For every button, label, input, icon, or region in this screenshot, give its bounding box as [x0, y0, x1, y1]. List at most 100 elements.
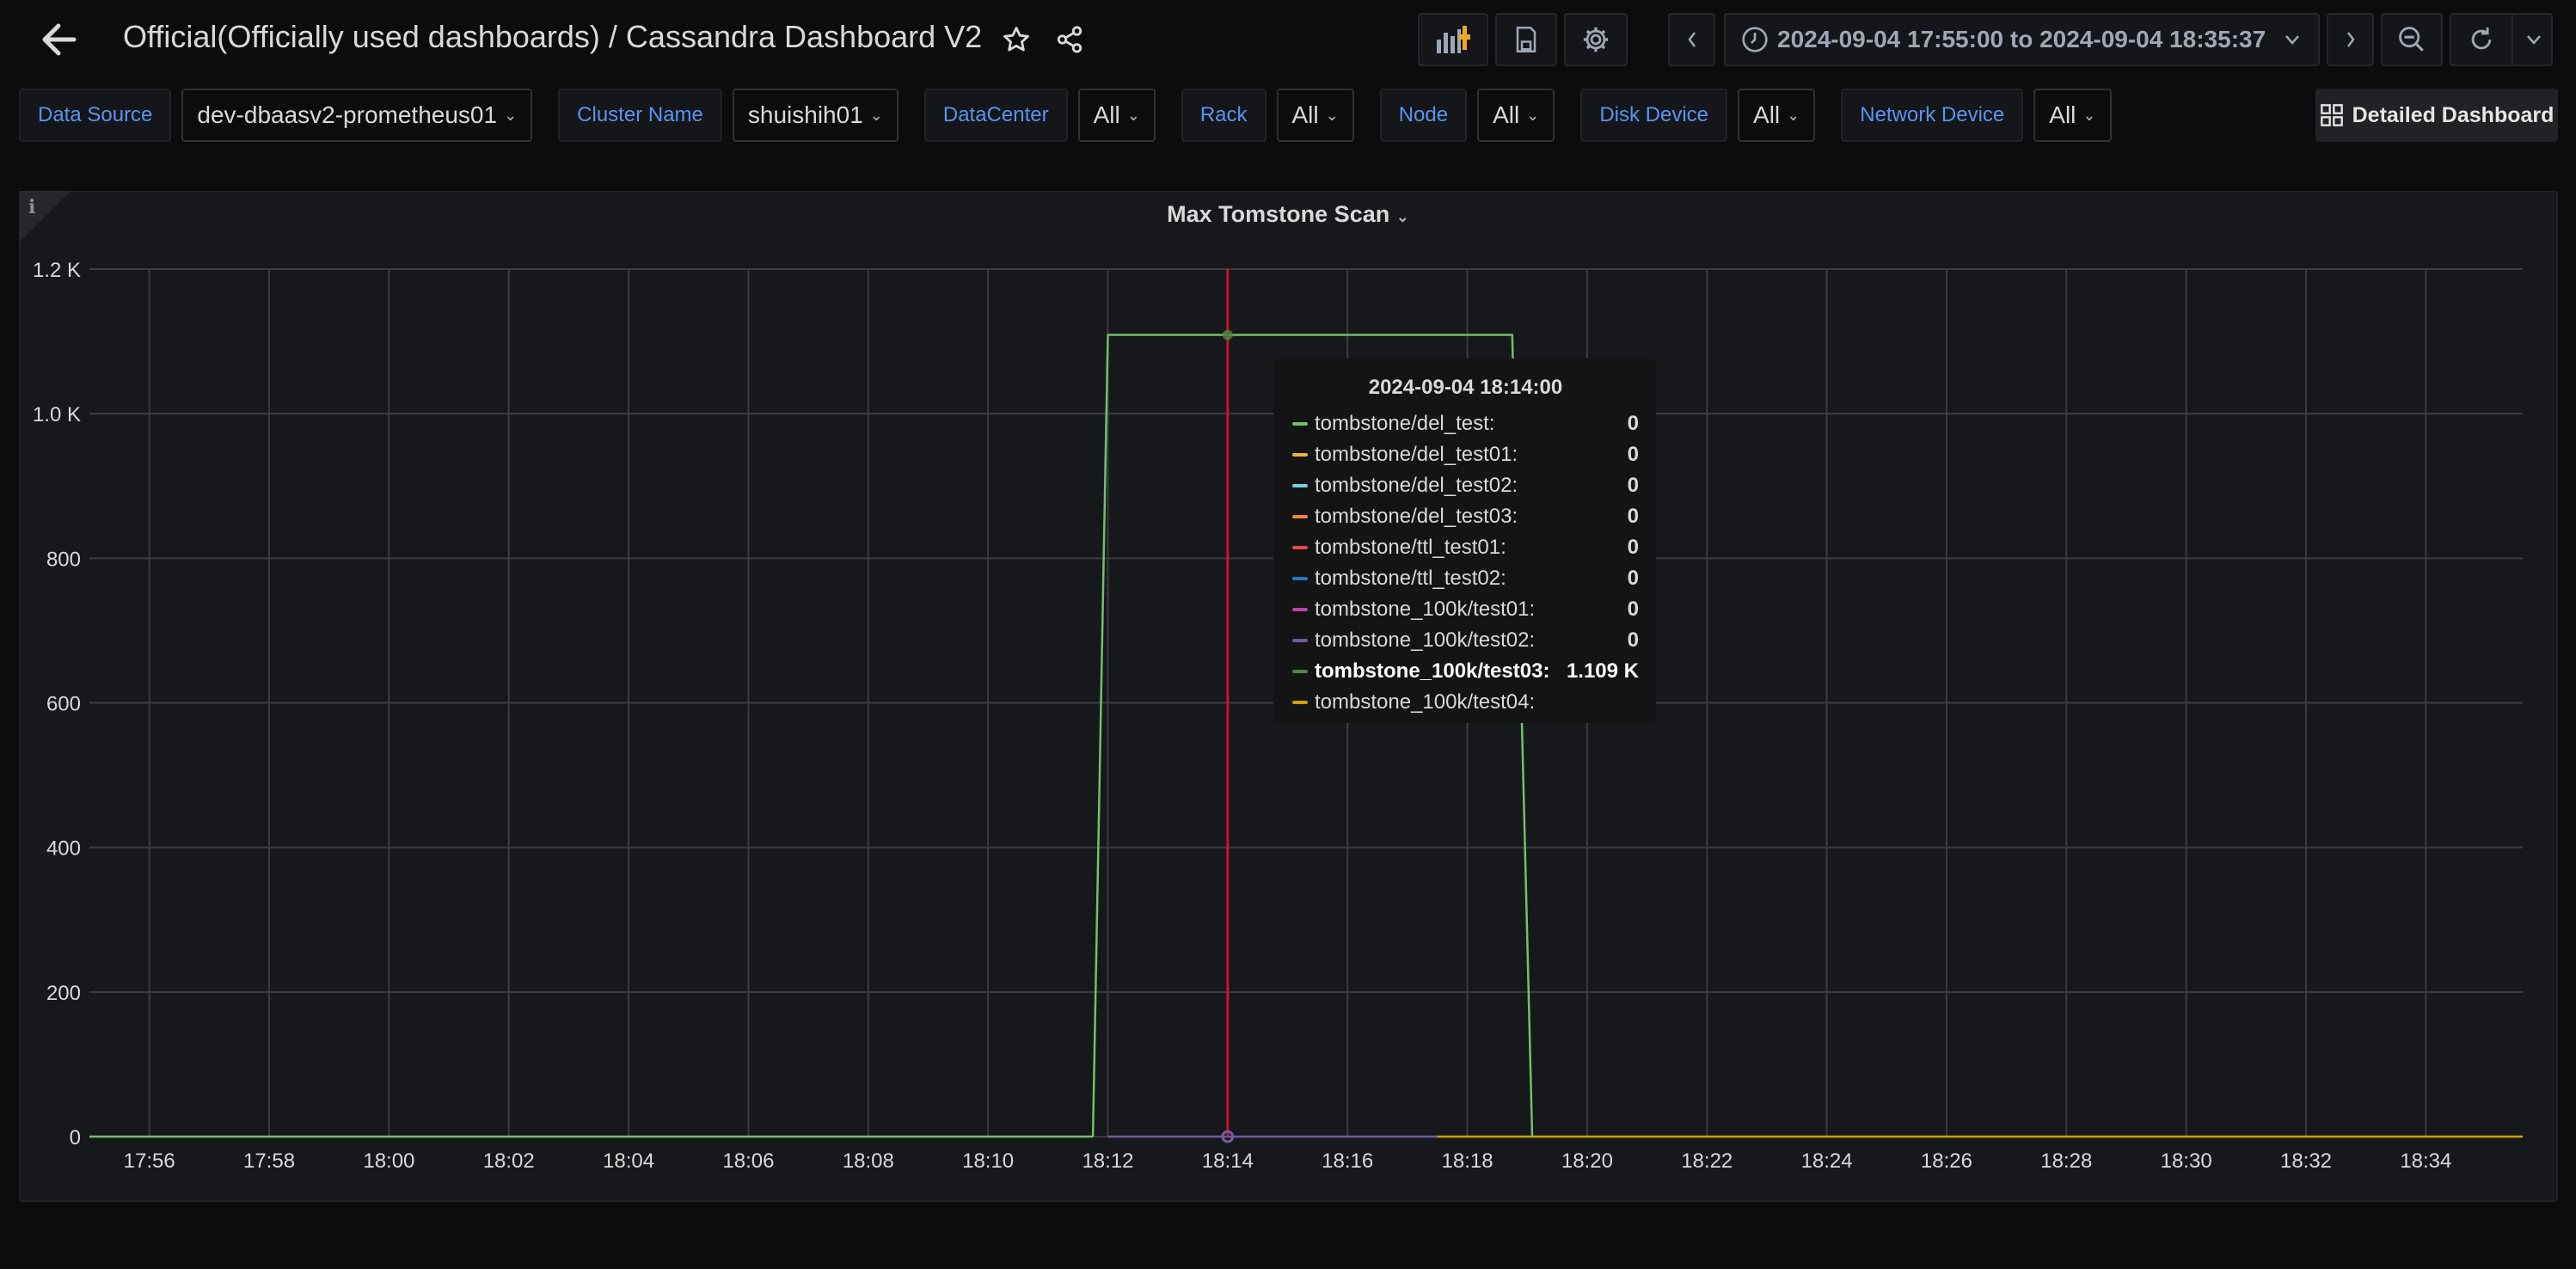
- time-back-button[interactable]: [1668, 13, 1715, 66]
- filter-select-node[interactable]: All ⌄: [1477, 89, 1555, 142]
- series-value: 1.109 K: [1566, 659, 1639, 683]
- y-tick-label: 800: [46, 548, 81, 571]
- x-tick-label: 18:24: [1801, 1149, 1853, 1173]
- tooltip-row: tombstone/del_test01: 0: [1292, 439, 1639, 470]
- star-icon: [1003, 27, 1029, 52]
- graph-tooltip: 2024-09-04 18:14:00 tombstone/del_test: …: [1273, 359, 1656, 723]
- filter-value: All: [1291, 101, 1319, 128]
- y-tick-label: 0: [70, 1126, 81, 1149]
- series-value: 0: [1627, 443, 1639, 466]
- chevron-right-icon: [2346, 32, 2355, 47]
- share-button[interactable]: [1051, 21, 1089, 58]
- series-color-swatch: [1292, 515, 1308, 518]
- panel-info-corner[interactable]: [19, 191, 71, 242]
- chevron-down-icon: ⌄: [869, 106, 883, 124]
- series-value: 0: [1627, 567, 1639, 590]
- hover-point: [1221, 1130, 1235, 1143]
- gear-icon: [1583, 27, 1609, 52]
- series-name: tombstone/del_test03:: [1315, 505, 1518, 528]
- time-range-picker[interactable]: 2024-09-04 17:55:00 to 2024-09-04 18:35:…: [1724, 13, 2320, 66]
- zoom-out-button[interactable]: [2381, 13, 2443, 66]
- filter-label-node: Node: [1379, 89, 1468, 142]
- x-tick-label: 17:58: [243, 1149, 295, 1173]
- star-button[interactable]: [997, 21, 1035, 58]
- time-range-text: 2024-09-04 17:55:00 to 2024-09-04 18:35:…: [1777, 26, 2266, 52]
- series-color-swatch: [1292, 670, 1308, 673]
- add-panel-button[interactable]: [1418, 13, 1488, 66]
- refresh-interval-chevron-icon[interactable]: [2525, 34, 2542, 46]
- save-icon: [1516, 27, 1536, 52]
- series-color-swatch: [1292, 422, 1308, 426]
- settings-button[interactable]: [1564, 13, 1628, 66]
- info-icon[interactable]: i: [28, 196, 36, 218]
- y-tick-label: 400: [46, 837, 81, 861]
- filter-select-disk-device[interactable]: All ⌄: [1738, 89, 1816, 142]
- tooltip-row: tombstone_100k/test03: 1.109 K: [1292, 656, 1639, 687]
- y-tick-label: 1.2 K: [33, 259, 81, 282]
- x-tick-label: 18:14: [1202, 1149, 1254, 1173]
- chevron-left-icon: [1687, 32, 1696, 47]
- x-tick-label: 18:06: [722, 1149, 774, 1173]
- tooltip-row: tombstone/del_test: 0: [1292, 408, 1639, 439]
- x-tick-label: 18:20: [1561, 1149, 1613, 1173]
- filter-select-network-device[interactable]: All ⌄: [2033, 89, 2112, 142]
- dashboard-title[interactable]: Official(Officially used dashboards) / C…: [123, 19, 983, 54]
- series-name: tombstone_100k/test01:: [1315, 598, 1536, 621]
- series-value: 0: [1627, 412, 1639, 435]
- series-color-swatch: [1292, 453, 1308, 457]
- zoom-out-icon: [2399, 27, 2424, 52]
- x-tick-label: 18:18: [1442, 1149, 1493, 1173]
- series-line: [1091, 334, 1534, 1137]
- filter-label-network-device: Network Device: [1841, 89, 2024, 142]
- x-tick-label: 18:12: [1082, 1149, 1133, 1173]
- refresh-button[interactable]: [2450, 13, 2553, 66]
- filter-select-data-source[interactable]: dev-dbaasv2-prometheus01 ⌄: [181, 89, 533, 142]
- x-tick-label: 18:16: [1322, 1149, 1373, 1173]
- hover-point: [1222, 329, 1233, 340]
- chevron-down-icon: [2285, 35, 2299, 45]
- series-color-swatch: [1292, 577, 1308, 580]
- series-name: tombstone_100k/test04:: [1315, 690, 1536, 714]
- series-name: tombstone_100k/test03:: [1315, 659, 1550, 683]
- tooltip-row: tombstone_100k/test01: 0: [1292, 594, 1639, 625]
- filter-select-cluster-name[interactable]: shuishih01 ⌄: [732, 89, 899, 142]
- time-forward-button[interactable]: [2327, 13, 2374, 66]
- panel-title[interactable]: Max Tomstone Scan: [1167, 201, 1390, 227]
- series-name: tombstone/ttl_test02:: [1315, 567, 1506, 590]
- back-button[interactable]: [34, 17, 83, 62]
- chevron-down-icon: ⌄: [504, 106, 518, 124]
- refresh-icon: [2471, 27, 2492, 50]
- tooltip-row: tombstone_100k/test04:: [1292, 687, 1639, 718]
- clock-icon: [1742, 27, 1768, 52]
- x-tick-label: 17:56: [124, 1149, 175, 1173]
- chevron-down-icon: ⌄: [1787, 106, 1800, 124]
- series-color-swatch: [1292, 546, 1308, 549]
- series-color-swatch: [1292, 608, 1308, 611]
- save-button[interactable]: [1495, 13, 1557, 66]
- x-tick-label: 18:04: [603, 1149, 654, 1173]
- chevron-down-icon: ⌄: [1325, 106, 1339, 124]
- detailed-dashboard-button[interactable]: Detailed Dashboard: [2315, 89, 2558, 142]
- y-tick-label: 200: [46, 982, 81, 1005]
- detailed-dashboard-label: Detailed Dashboard: [2352, 102, 2555, 127]
- series-value: 0: [1627, 505, 1639, 528]
- filter-value: All: [1753, 101, 1781, 128]
- filter-select-datacenter[interactable]: All ⌄: [1077, 89, 1156, 142]
- x-tick-label: 18:10: [962, 1149, 1014, 1173]
- series-color-swatch: [1292, 639, 1308, 642]
- x-tick-label: 18:22: [1681, 1149, 1733, 1173]
- x-tick-label: 18:30: [2161, 1149, 2212, 1173]
- filter-label-data-source: Data Source: [19, 89, 172, 142]
- series-value: 0: [1627, 474, 1639, 497]
- filter-select-rack[interactable]: All ⌄: [1276, 89, 1354, 142]
- series-name: tombstone/del_test:: [1315, 412, 1495, 435]
- chevron-down-icon: ⌄: [1126, 106, 1140, 124]
- series-value: 0: [1627, 598, 1639, 621]
- variable-filters: Data Source dev-dbaasv2-prometheus01 ⌄ Cl…: [19, 89, 2137, 142]
- add-panel-icon: [1437, 26, 1470, 53]
- x-tick-label: 18:02: [483, 1149, 535, 1173]
- filter-label-datacenter: DataCenter: [923, 89, 1068, 142]
- x-tick-label: 18:28: [2040, 1149, 2092, 1173]
- filter-value: shuishih01: [747, 101, 863, 128]
